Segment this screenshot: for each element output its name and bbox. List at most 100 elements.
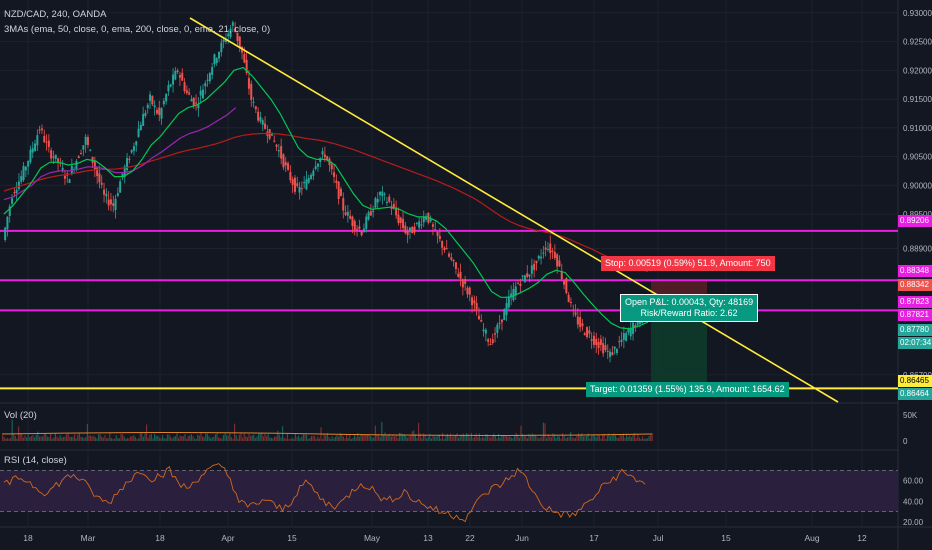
- ema200-line: [3, 132, 649, 273]
- volume-bar: [238, 434, 240, 441]
- candle-body: [220, 42, 223, 53]
- volume-bar: [453, 436, 455, 441]
- volume-bar: [227, 435, 229, 441]
- time-tick-label: 15: [721, 533, 731, 543]
- candle-body: [314, 166, 317, 169]
- candle-body: [406, 230, 409, 236]
- volume-bar: [482, 436, 484, 441]
- volume-bar: [405, 435, 407, 441]
- candle-body: [372, 210, 375, 212]
- candle-body: [321, 151, 324, 155]
- volume-bar: [338, 436, 340, 441]
- rsi-tick-label: 20.00: [903, 518, 924, 527]
- volume-bar: [96, 438, 98, 441]
- volume-bar: [131, 436, 133, 441]
- volume-bar: [91, 436, 93, 441]
- candle-body: [374, 198, 377, 208]
- ema50-line: [3, 107, 237, 201]
- candle-body: [597, 342, 600, 349]
- volume-bar: [526, 438, 528, 441]
- volume-bar: [22, 437, 24, 441]
- volume-bar: [485, 434, 487, 441]
- candle-body: [356, 228, 359, 230]
- volume-bar: [347, 437, 349, 441]
- volume-bar: [142, 436, 144, 441]
- volume-bar: [293, 438, 295, 441]
- volume-bar: [650, 435, 652, 441]
- volume-bar: [582, 436, 584, 441]
- volume-bar: [547, 434, 549, 441]
- open-pl-annotation[interactable]: Open P&L: 0.00043, Qty: 48169 Risk/Rewar…: [620, 294, 759, 322]
- candle-body: [583, 333, 586, 336]
- volume-bar: [326, 433, 328, 441]
- candle-body: [130, 150, 133, 153]
- volume-bar: [267, 434, 269, 441]
- stop-annotation[interactable]: Stop: 0.00519 (0.59%) 51.9, Amount: 750: [601, 256, 775, 271]
- candle-body: [34, 143, 37, 151]
- candle-body: [211, 67, 214, 75]
- target-annotation[interactable]: Target: 0.01359 (1.55%) 135.9, Amount: 1…: [586, 382, 789, 397]
- volume-bar: [442, 433, 444, 441]
- candle-body: [162, 100, 165, 105]
- volume-bar: [75, 438, 77, 441]
- volume-bar: [141, 431, 143, 441]
- candle-body: [137, 128, 140, 137]
- volume-bar: [150, 433, 152, 441]
- volume-bar: [202, 436, 204, 441]
- volume-bar: [477, 437, 479, 441]
- volume-bar: [448, 435, 450, 441]
- volume-bar: [566, 437, 568, 441]
- volume-bar: [3, 436, 5, 441]
- volume-bar: [538, 438, 540, 441]
- volume-bar: [522, 433, 524, 441]
- volume-bar: [421, 438, 423, 441]
- volume-bar: [400, 433, 402, 441]
- volume-bar: [288, 438, 290, 441]
- volume-bar: [475, 433, 477, 441]
- volume-bar: [354, 433, 356, 441]
- candle-body: [473, 300, 476, 304]
- volume-bar: [139, 433, 141, 441]
- volume-bar: [403, 433, 405, 441]
- candle-body: [558, 260, 561, 267]
- candle-body: [533, 263, 536, 270]
- volume-bar: [334, 436, 336, 441]
- candle-body: [482, 329, 485, 332]
- volume-bar: [435, 436, 437, 441]
- volume-bar: [446, 433, 448, 441]
- volume-bar: [203, 437, 205, 441]
- volume-bar: [211, 437, 213, 441]
- volume-bar: [149, 434, 151, 441]
- candle-body: [379, 191, 382, 196]
- candle-body: [383, 193, 386, 195]
- candle-body: [40, 128, 43, 131]
- volume-bar: [430, 438, 432, 441]
- volume-bar: [83, 438, 85, 441]
- candle-body: [307, 177, 310, 183]
- candle-body: [376, 199, 379, 203]
- volume-bar: [250, 436, 252, 441]
- candle-body: [22, 165, 25, 181]
- volume-bar: [173, 436, 175, 441]
- volume-bar: [114, 438, 116, 441]
- volume-bar: [77, 434, 79, 441]
- volume-bar: [586, 436, 588, 441]
- volume-bar: [53, 437, 55, 441]
- volume-bar: [168, 434, 170, 441]
- volume-bar: [507, 437, 509, 441]
- candle-body: [397, 214, 400, 224]
- volume-bar: [126, 438, 128, 441]
- volume-bar: [422, 433, 424, 441]
- volume-bar: [158, 437, 160, 441]
- candle-body: [174, 70, 177, 80]
- volume-bar: [370, 435, 372, 441]
- volume-bar: [315, 438, 317, 441]
- volume-bar: [549, 436, 551, 441]
- candle-body: [68, 179, 71, 183]
- candle-body: [132, 146, 135, 151]
- volume-bar: [606, 435, 608, 441]
- candle-body: [436, 231, 439, 236]
